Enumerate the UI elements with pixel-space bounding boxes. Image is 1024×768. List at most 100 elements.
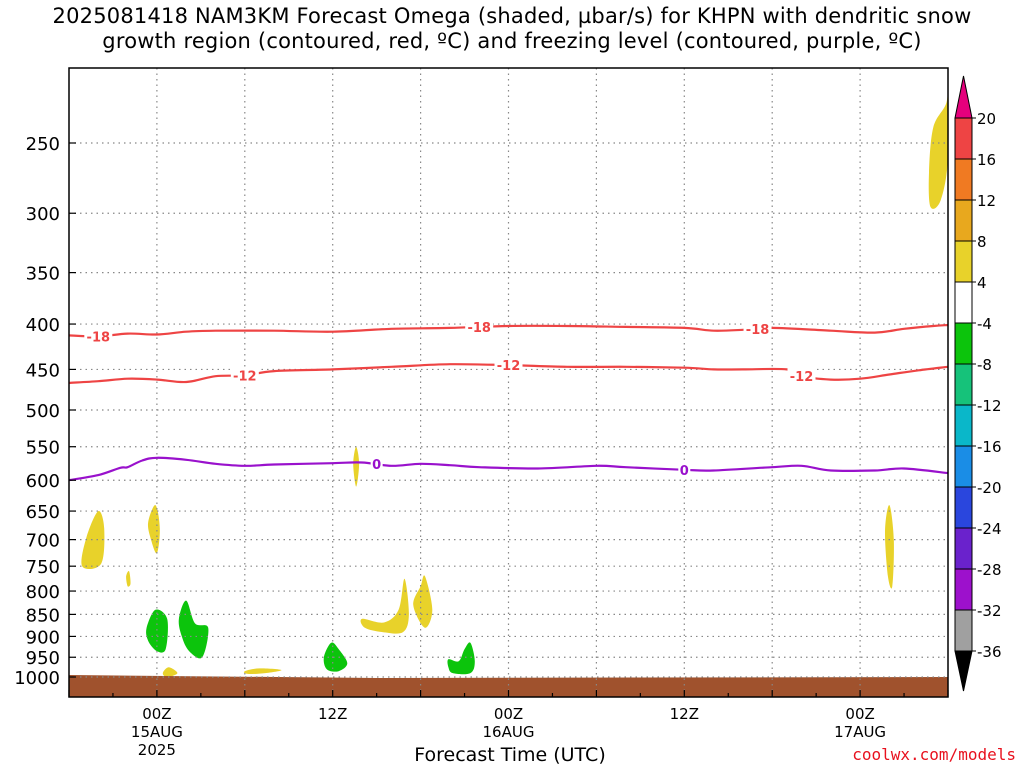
- contour-label-bg: [230, 367, 259, 384]
- omega-blob: [413, 575, 433, 628]
- plot-frame: [68, 67, 949, 698]
- y-tick-label: 400: [26, 315, 60, 336]
- y-tick-label: 500: [26, 401, 60, 422]
- temperature-contours: -18 -18 -18 -12 -12 -12 0 0: [68, 318, 949, 482]
- y-tick-label: 450: [26, 360, 60, 381]
- x-tick-label: 12Z: [670, 705, 699, 723]
- y-tick-label: 350: [26, 264, 60, 285]
- y-tick-label: 700: [26, 531, 60, 552]
- colorbar-label: -36: [977, 643, 1002, 661]
- credit-link[interactable]: coolwx.com/models: [852, 745, 1016, 764]
- y-tick-label: 600: [26, 471, 60, 492]
- colorbar-swatch: [954, 527, 973, 570]
- contour-label: -12: [790, 370, 814, 385]
- colorbar-label: -12: [977, 397, 1002, 415]
- colorbar: 20 16 12 8 4 -4 -8 -12 -16 -20 -24 -28 -32 -36: [954, 75, 1002, 692]
- omega-blob: [360, 578, 409, 634]
- y-tick-label: 850: [26, 605, 60, 626]
- x-tick-date: 15AUG: [131, 723, 183, 741]
- contour-label-bg: [787, 368, 816, 385]
- y-tick-label: 750: [26, 557, 60, 578]
- x-tick-label: 00Z: [142, 705, 171, 723]
- colorbar-label: -32: [977, 602, 1002, 620]
- omega-blob: [147, 505, 160, 554]
- contour-label: -12: [497, 359, 521, 374]
- terrain-fill: [69, 675, 948, 697]
- y-tick-label: 650: [26, 502, 60, 523]
- y-tick-label: 900: [26, 627, 60, 648]
- omega-blob: [353, 446, 360, 487]
- colorbar-swatch: [954, 322, 973, 365]
- terrain-area: [69, 675, 948, 697]
- x-tick-year: 2025: [138, 741, 176, 759]
- contour-label-bg: [494, 357, 523, 374]
- colorbar-swatch: [954, 158, 973, 201]
- grid-lines: [69, 68, 948, 697]
- omega-blob: [178, 600, 209, 659]
- contour-label-bg: [465, 318, 494, 335]
- colorbar-label: -20: [977, 479, 1002, 497]
- omega-blob: [146, 609, 168, 653]
- contour-label: -18: [746, 323, 770, 338]
- colorbar-swatch: [954, 240, 973, 283]
- chart-title-line1: 2025081418 NAM3KM Forecast Omega (shaded…: [52, 4, 972, 28]
- x-tick-label: 00Z: [494, 705, 523, 723]
- colorbar-swatch: [954, 445, 973, 488]
- y-tick-label: 800: [26, 582, 60, 603]
- omega-blob: [162, 667, 178, 677]
- contour-label-bg: [84, 328, 113, 345]
- colorbar-bottom-arrow: [954, 650, 973, 692]
- colorbar-label: 20: [977, 110, 996, 128]
- contour-label-bg: [370, 456, 383, 473]
- y-tick-label: 550: [26, 438, 60, 459]
- omega-blob: [447, 642, 475, 675]
- y-axis-ticks: 2503003504004505005506006507007508008509…: [14, 134, 76, 689]
- contour-line-0: [68, 456, 949, 482]
- omega-blob: [243, 668, 282, 675]
- colorbar-label: 12: [977, 192, 996, 210]
- y-tick-label: 250: [26, 134, 60, 155]
- y-tick-label: 1000: [14, 668, 60, 689]
- contour-label: -18: [467, 321, 491, 336]
- y-tick-label: 950: [26, 648, 60, 669]
- omega-blob: [928, 73, 949, 209]
- colorbar-swatch: [954, 281, 973, 324]
- y-tick-label: 300: [26, 204, 60, 225]
- contour-label-bg: [678, 461, 691, 478]
- chart-title-line2: growth region (contoured, red, ºC) and f…: [102, 29, 922, 53]
- colorbar-swatch: [954, 486, 973, 529]
- colorbar-swatch: [954, 199, 973, 242]
- colorbar-label: 4: [977, 274, 987, 292]
- contour-label: -12: [233, 369, 257, 384]
- colorbar-label: -24: [977, 520, 1002, 538]
- colorbar-swatch: [954, 609, 973, 652]
- colorbar-top-arrow: [954, 75, 973, 119]
- colorbar-label: -28: [977, 561, 1002, 579]
- contour-label: 0: [680, 464, 689, 479]
- x-tick-label: 12Z: [318, 705, 347, 723]
- omega-blob: [81, 510, 105, 570]
- colorbar-label: 8: [977, 233, 987, 251]
- contour-label: -18: [87, 330, 111, 345]
- contour-label: 0: [372, 458, 381, 473]
- omega-blob: [884, 505, 894, 589]
- omega-blob: [323, 642, 348, 672]
- colorbar-swatch: [954, 363, 973, 406]
- omega-blob: [126, 571, 131, 587]
- x-tick-date: 17AUG: [834, 723, 886, 741]
- colorbar-label: -16: [977, 438, 1002, 456]
- contour-line--12: [68, 363, 949, 384]
- x-tick-date: 16AUG: [483, 723, 535, 741]
- omega-shading: [81, 73, 949, 677]
- chart-title: 2025081418 NAM3KM Forecast Omega (shaded…: [0, 4, 1024, 54]
- colorbar-label: -8: [977, 356, 992, 374]
- colorbar-swatch: [954, 404, 973, 447]
- colorbar-swatch: [954, 568, 973, 611]
- x-tick-label: 00Z: [845, 705, 874, 723]
- colorbar-swatch: [954, 117, 973, 160]
- contour-label-bg: [743, 320, 772, 337]
- contour-line--18: [68, 323, 949, 338]
- colorbar-label: -4: [977, 315, 992, 333]
